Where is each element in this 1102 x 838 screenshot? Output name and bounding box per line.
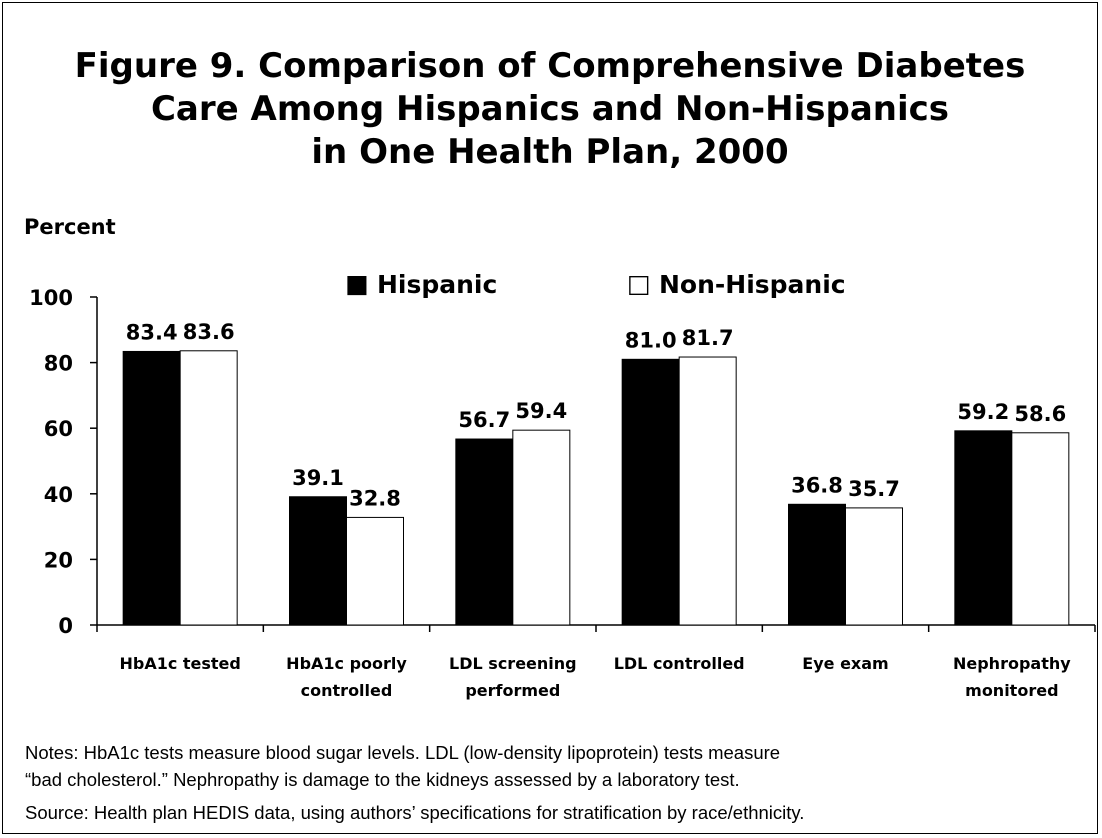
data-label-non-hispanic: 35.7 bbox=[848, 477, 900, 501]
y-tick-label: 80 bbox=[44, 352, 73, 376]
x-category-label: Nephropathy bbox=[953, 654, 1071, 673]
source-line: Source: Health plan HEDIS data, using au… bbox=[25, 802, 805, 823]
legend-label-hispanic: Hispanic bbox=[377, 270, 497, 299]
data-label-hispanic: 81.0 bbox=[625, 328, 677, 352]
x-category-label: performed bbox=[465, 681, 560, 700]
legend-symbol-hispanic: ■ bbox=[345, 269, 369, 298]
y-axis-label: Percent bbox=[24, 215, 116, 239]
y-tick-label: 100 bbox=[29, 286, 73, 310]
data-label-hispanic: 83.4 bbox=[126, 320, 178, 344]
notes-line-2: “bad cholesterol.” Nephropathy is damage… bbox=[25, 769, 740, 790]
x-category-label: HbA1c tested bbox=[119, 654, 240, 673]
notes-block: Notes: HbA1c tests measure blood sugar l… bbox=[25, 739, 804, 826]
legend-label-non-hispanic: Non-Hispanic bbox=[659, 270, 846, 299]
bar-hispanic bbox=[788, 503, 846, 626]
bar-non-hispanic bbox=[512, 429, 571, 626]
y-tick-label: 0 bbox=[58, 614, 73, 638]
x-category-label: controlled bbox=[301, 681, 393, 700]
chart-title: Figure 9. Comparison of Comprehensive Di… bbox=[3, 45, 1097, 174]
bar-hispanic bbox=[122, 350, 181, 626]
x-category-label: HbA1c poorly bbox=[286, 654, 407, 673]
chart-title-line-2: Care Among Hispanics and Non-Hispanics bbox=[150, 89, 950, 129]
legend-symbol-non-hispanic: □ bbox=[627, 269, 651, 298]
bar-non-hispanic bbox=[845, 507, 903, 626]
y-tick-label: 60 bbox=[44, 417, 73, 441]
bar-non-hispanic bbox=[1011, 432, 1070, 626]
data-label-non-hispanic: 83.6 bbox=[183, 320, 235, 344]
bar-hispanic bbox=[455, 438, 514, 626]
data-label-hispanic: 56.7 bbox=[458, 408, 510, 432]
chart-title-line-1: Figure 9. Comparison of Comprehensive Di… bbox=[74, 46, 1026, 86]
data-label-hispanic: 39.1 bbox=[292, 466, 344, 490]
y-tick-label: 20 bbox=[44, 548, 73, 572]
bar-non-hispanic bbox=[678, 356, 737, 626]
data-label-non-hispanic: 59.4 bbox=[515, 399, 567, 423]
x-category-label: monitored bbox=[965, 681, 1058, 700]
data-label-hispanic: 36.8 bbox=[791, 473, 843, 497]
bar-non-hispanic bbox=[179, 350, 238, 626]
x-category-label: Eye exam bbox=[802, 654, 888, 673]
data-label-hispanic: 59.2 bbox=[957, 400, 1009, 424]
chart-title-line-3: in One Health Plan, 2000 bbox=[311, 132, 789, 172]
bar-hispanic bbox=[289, 496, 347, 626]
bar-chart: 0 20 40 60 80 100 83.4 83.6 HbA1c tested 39.132.8… bbox=[29, 269, 1096, 700]
data-label-non-hispanic: 58.6 bbox=[1014, 402, 1066, 426]
notes-line-1: Notes: HbA1c tests measure blood sugar l… bbox=[25, 742, 781, 763]
bar-hispanic bbox=[954, 430, 1013, 626]
data-label-non-hispanic: 32.8 bbox=[349, 486, 401, 510]
y-tick-label: 40 bbox=[44, 483, 73, 507]
x-category-label: LDL screening bbox=[449, 654, 577, 673]
bar-hispanic bbox=[621, 358, 680, 626]
data-label-non-hispanic: 81.7 bbox=[682, 326, 734, 350]
bar-non-hispanic bbox=[346, 516, 404, 626]
x-category-label: LDL controlled bbox=[614, 654, 745, 673]
